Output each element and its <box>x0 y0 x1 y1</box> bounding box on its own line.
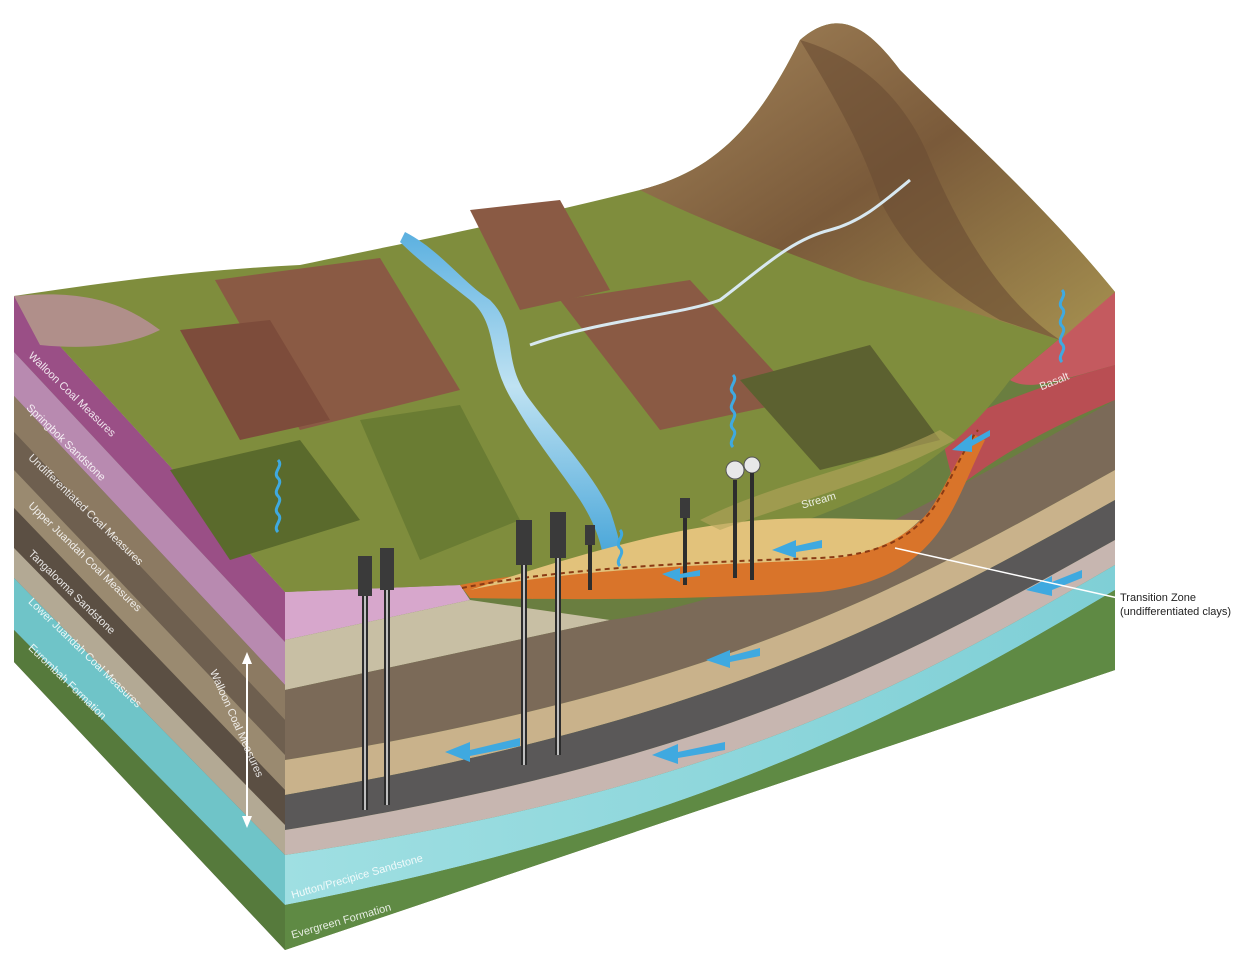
top-surface <box>14 23 1115 600</box>
flow-arrow <box>445 738 520 762</box>
transition-zone-leader <box>894 547 1119 599</box>
flow-arrow <box>952 430 990 452</box>
bore-well <box>585 525 595 590</box>
bore-well <box>516 520 532 765</box>
bore-well <box>743 456 761 580</box>
left-face <box>14 296 285 950</box>
bore-well <box>550 512 566 755</box>
bore-wells <box>358 456 761 810</box>
flow-arrow <box>772 540 822 558</box>
recharge-squiggle <box>616 528 624 568</box>
bore-well <box>725 460 745 578</box>
flow-arrow <box>662 568 700 582</box>
bore-well <box>380 548 394 805</box>
flow-arrow <box>706 648 760 668</box>
recharge-squiggle <box>274 458 282 534</box>
transition-zone-boundary <box>461 429 979 589</box>
label-transition-zone: Transition Zone <box>1120 592 1197 604</box>
recharge-squiggles <box>274 288 1066 568</box>
thickness-arrow <box>242 652 252 828</box>
recharge-squiggle <box>1058 288 1066 364</box>
bore-well <box>358 556 372 810</box>
recharge-squiggle <box>729 373 737 449</box>
label-transition-zone-subtitle: (undifferentiated clays) <box>1120 606 1232 618</box>
flow-arrow <box>652 742 725 764</box>
